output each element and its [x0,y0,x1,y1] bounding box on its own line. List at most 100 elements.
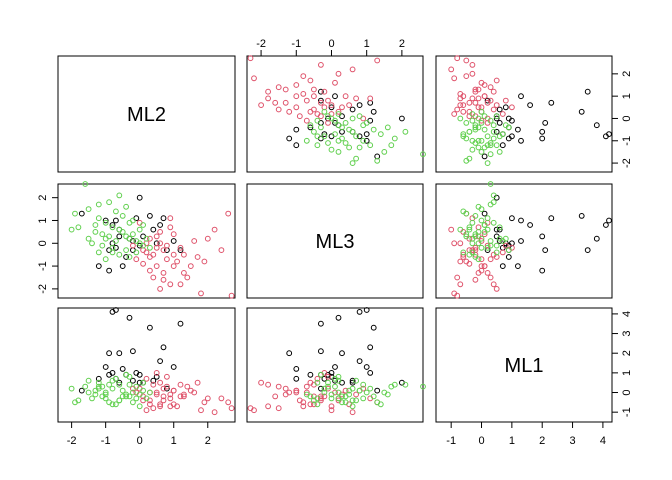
panel-ML2-vs-ML3 [246,55,426,173]
data-point-group3 [119,387,126,394]
tick-label: -1 [446,435,456,447]
data-point-group1 [157,358,164,365]
data-point-group3 [102,235,109,242]
data-point-group1 [113,307,119,313]
data-point-group2 [339,104,345,111]
data-point-group2 [211,226,218,233]
data-point-group2 [143,375,150,382]
data-point-group3 [496,224,503,231]
data-point-group3 [346,144,353,151]
data-point-group2 [170,251,177,258]
data-point-group2 [353,95,360,102]
data-point-group3 [463,233,470,240]
data-point-group3 [460,131,467,138]
data-point-group3 [102,256,109,263]
data-point-group3 [321,108,328,115]
data-point-group3 [420,151,426,158]
data-point-group2 [282,99,289,106]
data-point-group2 [448,66,455,73]
data-point-group2 [457,102,464,108]
data-point-group3 [402,128,409,135]
data-point-group1 [136,194,143,201]
panel-ML3-vs-ML2 [57,181,236,299]
data-point-group1 [130,377,136,384]
data-point-group3 [349,403,356,410]
data-point-group2 [311,86,317,93]
data-point-group3 [381,149,388,155]
data-point-group2 [275,405,282,412]
data-point-group2 [265,95,272,102]
data-point-group1 [286,135,293,142]
data-point-group2 [167,391,174,398]
tick-label: 3 [621,331,633,337]
data-point-group3 [475,115,482,122]
data-point-group3 [99,383,106,390]
data-point-group3 [463,120,470,126]
data-point-group3 [85,377,92,384]
data-point-group1 [116,233,123,240]
data-point-group3 [123,371,129,378]
data-point-group2 [463,73,470,79]
data-point-group2 [170,263,177,270]
tick-label: 0 [478,435,484,447]
data-point-group1 [542,247,549,254]
data-point-group3 [466,128,473,135]
data-point-group2 [318,113,324,120]
data-point-group3 [505,247,512,254]
data-point-group3 [318,124,324,131]
data-point-group1 [130,348,136,355]
data-point-group2 [160,247,167,254]
data-point-group2 [478,256,485,263]
data-point-group2 [157,286,164,292]
data-point-group1 [78,210,85,217]
data-point-group1 [332,364,338,370]
data-point-group3 [481,144,488,151]
data-point-group3 [102,219,109,226]
data-point-group3 [499,131,506,138]
data-point-group2 [481,93,488,100]
data-point-group1 [116,350,123,357]
data-point-group2 [460,93,467,100]
tick-label: 4 [600,435,606,447]
tick-label: 2 [621,71,633,77]
data-point-group1 [102,364,109,370]
data-point-group3 [356,113,363,120]
data-point-group1 [136,379,143,386]
data-point-group2 [481,231,488,238]
data-point-group2 [325,385,331,392]
data-point-group2 [300,91,307,97]
axis-top-ML3: -2 -1 0 1 2 [256,38,405,57]
data-point-group2 [367,95,374,102]
data-point-group3 [314,401,321,408]
data-point-group3 [140,222,147,228]
data-point-group2 [475,224,482,231]
data-point-group2 [133,256,140,263]
data-point-group3 [116,381,123,388]
data-point-group1 [170,238,177,244]
data-point-group2 [502,97,509,104]
data-point-group2 [130,242,136,249]
data-point-group3 [75,224,82,231]
data-point-group1 [363,307,370,313]
data-point-group2 [204,235,211,242]
data-point-group3 [126,235,133,242]
tick-label: 2 [37,195,49,201]
data-point-group2 [157,379,164,386]
data-point-group2 [157,229,164,235]
data-point-group2 [184,383,191,390]
data-point-group1 [593,235,600,242]
data-point-group3 [109,401,116,408]
data-point-group1 [78,387,85,394]
data-point-group3 [85,206,92,213]
data-point-group3 [360,381,367,388]
data-point-group2 [487,256,494,263]
data-point-group2 [153,370,160,376]
data-point-group3 [463,231,470,238]
data-point-group3 [335,389,342,396]
data-point-group1 [349,377,356,384]
data-point-group3 [493,242,500,249]
data-point-group2 [293,82,300,88]
data-point-group3 [113,401,119,408]
data-point-group3 [505,124,512,131]
data-point-group2 [460,251,467,258]
